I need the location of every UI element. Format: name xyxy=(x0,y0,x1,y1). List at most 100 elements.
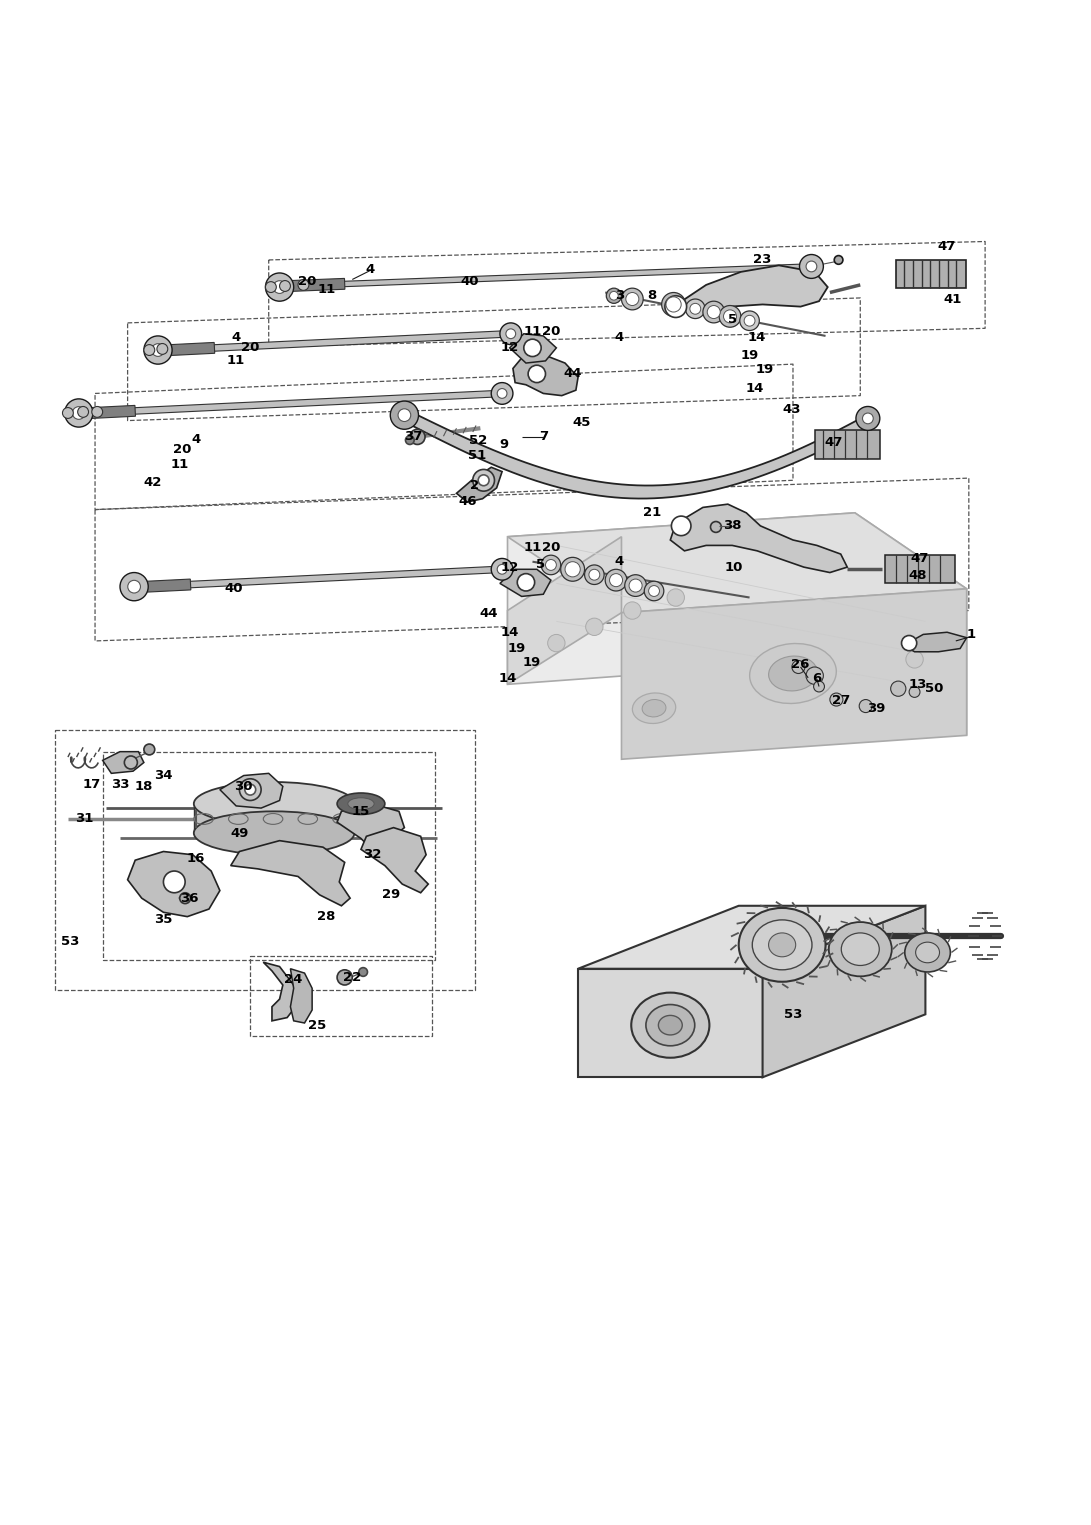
Circle shape xyxy=(671,515,691,535)
Circle shape xyxy=(561,557,585,581)
Circle shape xyxy=(128,581,141,593)
Circle shape xyxy=(359,968,368,976)
Text: 4: 4 xyxy=(614,555,624,569)
Text: 44: 44 xyxy=(563,368,582,380)
Text: 12: 12 xyxy=(501,561,519,573)
Circle shape xyxy=(120,572,148,601)
Circle shape xyxy=(814,682,825,692)
Polygon shape xyxy=(815,430,879,459)
Circle shape xyxy=(506,329,516,339)
Text: 5: 5 xyxy=(536,558,544,572)
Circle shape xyxy=(744,316,755,326)
Polygon shape xyxy=(171,331,511,354)
Ellipse shape xyxy=(632,993,709,1058)
Circle shape xyxy=(546,560,556,570)
Polygon shape xyxy=(673,265,828,316)
Circle shape xyxy=(497,389,507,398)
Text: 29: 29 xyxy=(382,889,400,901)
Circle shape xyxy=(610,573,623,587)
Circle shape xyxy=(337,970,352,985)
Polygon shape xyxy=(92,390,502,416)
Polygon shape xyxy=(509,334,556,363)
Circle shape xyxy=(391,401,419,429)
Text: 2: 2 xyxy=(470,479,480,493)
Text: 1: 1 xyxy=(967,628,975,640)
Polygon shape xyxy=(622,589,967,759)
Circle shape xyxy=(624,602,642,619)
Circle shape xyxy=(622,288,644,310)
Circle shape xyxy=(830,692,843,706)
Circle shape xyxy=(273,281,286,293)
Text: 11: 11 xyxy=(524,325,541,339)
Circle shape xyxy=(792,660,805,674)
Text: 53: 53 xyxy=(61,935,80,949)
Circle shape xyxy=(244,784,255,795)
Circle shape xyxy=(279,281,290,291)
Ellipse shape xyxy=(348,798,374,810)
Circle shape xyxy=(265,282,276,293)
Circle shape xyxy=(144,345,155,355)
Text: 43: 43 xyxy=(782,403,801,416)
Circle shape xyxy=(806,261,817,271)
Text: 11: 11 xyxy=(524,541,541,554)
Circle shape xyxy=(548,634,565,651)
Text: 15: 15 xyxy=(352,805,370,817)
Ellipse shape xyxy=(658,1016,682,1035)
Text: 20: 20 xyxy=(172,444,191,456)
Text: 40: 40 xyxy=(460,274,479,288)
Ellipse shape xyxy=(739,907,826,982)
Text: 51: 51 xyxy=(468,448,487,462)
Text: 11: 11 xyxy=(227,354,245,368)
Circle shape xyxy=(719,305,741,328)
Text: 30: 30 xyxy=(235,779,253,793)
Circle shape xyxy=(667,589,684,607)
Text: 3: 3 xyxy=(614,290,624,302)
Text: 46: 46 xyxy=(458,496,477,508)
Polygon shape xyxy=(513,355,578,395)
Circle shape xyxy=(607,288,622,303)
Text: 19: 19 xyxy=(741,349,758,361)
Ellipse shape xyxy=(337,793,385,814)
Text: 6: 6 xyxy=(812,673,822,685)
Text: 50: 50 xyxy=(925,682,944,695)
Text: 47: 47 xyxy=(824,436,842,448)
Circle shape xyxy=(152,343,165,357)
Text: 27: 27 xyxy=(831,694,850,708)
Polygon shape xyxy=(885,555,955,584)
Text: 25: 25 xyxy=(309,1019,326,1032)
Text: 11: 11 xyxy=(170,458,189,471)
Ellipse shape xyxy=(646,1005,695,1046)
Circle shape xyxy=(180,892,191,904)
Text: 39: 39 xyxy=(867,702,886,715)
Circle shape xyxy=(685,299,705,319)
Text: 5: 5 xyxy=(728,313,736,326)
Text: 49: 49 xyxy=(230,827,249,840)
Circle shape xyxy=(517,573,535,592)
Text: 31: 31 xyxy=(75,813,94,825)
Text: 8: 8 xyxy=(647,290,657,302)
Circle shape xyxy=(690,303,700,314)
Circle shape xyxy=(666,297,681,313)
Ellipse shape xyxy=(643,700,666,717)
Polygon shape xyxy=(507,512,967,735)
Circle shape xyxy=(478,474,489,485)
Circle shape xyxy=(856,407,879,430)
Circle shape xyxy=(661,293,685,316)
Circle shape xyxy=(298,279,309,290)
Circle shape xyxy=(144,336,172,364)
Circle shape xyxy=(92,407,103,418)
Text: 52: 52 xyxy=(469,433,488,447)
Circle shape xyxy=(497,564,507,575)
Polygon shape xyxy=(194,804,355,833)
Text: 32: 32 xyxy=(362,848,381,862)
Text: 26: 26 xyxy=(791,659,810,671)
Circle shape xyxy=(265,273,293,300)
Text: 34: 34 xyxy=(154,769,172,782)
Polygon shape xyxy=(128,851,220,917)
Text: 19: 19 xyxy=(756,363,774,377)
Circle shape xyxy=(710,522,721,532)
Polygon shape xyxy=(92,406,135,418)
Text: 14: 14 xyxy=(746,381,764,395)
Circle shape xyxy=(649,586,659,596)
Circle shape xyxy=(500,323,521,345)
